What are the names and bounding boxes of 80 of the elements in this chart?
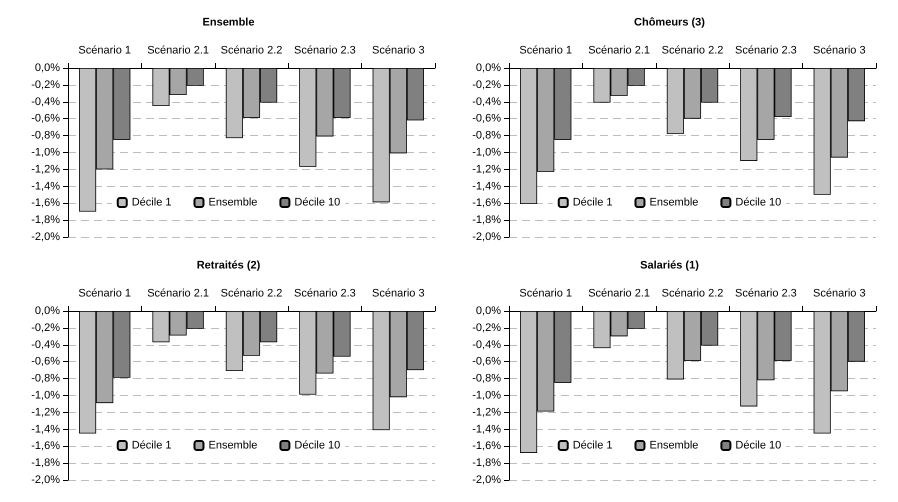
y-tick-label: -0,2% xyxy=(472,78,502,91)
y-tick-label: -2,0% xyxy=(472,231,502,243)
legend-label: Décile 10 xyxy=(735,440,782,452)
y-tick-label: -1,2% xyxy=(472,406,502,418)
legend-label: Décile 10 xyxy=(294,440,340,452)
x-tick-label: Scénario 2.2 xyxy=(220,44,282,56)
y-tick-label: -1,2% xyxy=(472,163,502,176)
y-tick-label: -0,8% xyxy=(31,372,60,385)
y-tick-label: 0,0% xyxy=(34,62,60,74)
legend-label: Ensemble xyxy=(649,440,698,452)
y-tick-label: -0,8% xyxy=(31,130,60,142)
legend-label: Décile 1 xyxy=(132,440,172,452)
legend-label: Ensemble xyxy=(208,196,258,208)
legend-label: Décile 10 xyxy=(735,196,782,208)
x-tick-label: Scénario 2.1 xyxy=(588,288,650,300)
y-tick-label: -0,4% xyxy=(31,338,60,351)
x-tick-label: Scénario 2.3 xyxy=(735,44,797,56)
chart-title: Ensemble xyxy=(202,16,254,28)
x-tick-label: Scénario 2.2 xyxy=(662,44,724,56)
y-tick-label: -1,2% xyxy=(31,406,60,418)
legend-label: Décile 1 xyxy=(572,196,612,208)
x-tick-label: Scénario 3 xyxy=(813,288,866,300)
legend-label: Ensemble xyxy=(208,440,258,452)
y-tick-label: -0,6% xyxy=(472,112,502,125)
y-tick-label: -1,0% xyxy=(31,146,60,158)
x-tick-label: Scénario 2.1 xyxy=(147,288,209,300)
y-tick-label: -2,0% xyxy=(31,474,60,486)
y-tick-label: -1,0% xyxy=(472,146,502,158)
x-tick-label: Scénario 1 xyxy=(519,288,572,300)
y-tick-label: -0,4% xyxy=(472,96,502,108)
y-tick-label: 0,0% xyxy=(476,305,502,317)
y-tick-label: -1,4% xyxy=(472,180,502,192)
y-tick-label: -1,8% xyxy=(31,457,60,470)
y-tick-label: -1,4% xyxy=(31,180,60,192)
x-tick-label: Scénario 1 xyxy=(78,288,131,300)
y-tick-label: -0,4% xyxy=(31,96,60,108)
legend-label: Décile 1 xyxy=(572,440,612,452)
y-tick-label: -0,6% xyxy=(31,112,60,125)
x-tick-label: Scénario 2.3 xyxy=(294,288,356,300)
x-tick-label: Scénario 3 xyxy=(372,288,425,300)
chart-title: Chômeurs (3) xyxy=(634,16,706,28)
y-tick-label: 0,0% xyxy=(476,62,502,74)
y-tick-label: -1,6% xyxy=(472,197,502,210)
x-tick-label: Scénario 2.3 xyxy=(735,288,797,300)
legend-label: Décile 10 xyxy=(294,196,340,208)
y-tick-label: -0,2% xyxy=(472,322,502,334)
y-tick-label: 0,0% xyxy=(34,305,60,317)
y-tick-label: -2,0% xyxy=(31,231,60,243)
y-tick-label: -0,2% xyxy=(31,322,60,334)
x-tick-label: Scénario 1 xyxy=(78,44,131,56)
y-tick-label: -1,6% xyxy=(31,440,60,452)
y-tick-label: -1,8% xyxy=(472,214,502,226)
x-tick-label: Scénario 2.2 xyxy=(662,288,724,300)
chart-title: Retraités (2) xyxy=(196,260,261,272)
y-tick-label: -1,8% xyxy=(31,214,60,226)
y-tick-label: -1,2% xyxy=(31,163,60,176)
y-tick-label: -0,6% xyxy=(31,356,60,368)
x-tick-label: Scénario 3 xyxy=(372,44,425,56)
x-tick-label: Scénario 3 xyxy=(813,44,866,56)
y-tick-label: -0,2% xyxy=(31,78,60,91)
y-tick-label: -1,6% xyxy=(472,440,502,452)
y-tick-label: -2,0% xyxy=(472,474,502,486)
y-tick-label: -1,4% xyxy=(31,423,60,436)
x-tick-label: Scénario 2.1 xyxy=(147,44,209,56)
y-tick-label: -1,4% xyxy=(472,423,502,436)
legend-label: Ensemble xyxy=(649,196,698,208)
x-tick-label: Scénario 1 xyxy=(519,44,572,56)
y-tick-label: -0,6% xyxy=(472,356,502,368)
x-tick-label: Scénario 2.1 xyxy=(588,44,650,56)
y-tick-label: -0,8% xyxy=(472,372,502,385)
y-tick-label: -0,4% xyxy=(472,338,502,351)
y-tick-label: -1,0% xyxy=(472,390,502,402)
x-tick-label: Scénario 2.3 xyxy=(294,44,356,56)
y-tick-label: -1,6% xyxy=(31,197,60,210)
chart-title: Salariés (1) xyxy=(640,260,700,272)
y-tick-label: -0,8% xyxy=(472,130,502,142)
y-tick-label: -1,0% xyxy=(31,390,60,402)
legend-label: Décile 1 xyxy=(132,196,172,208)
y-tick-label: -1,8% xyxy=(472,457,502,470)
x-tick-label: Scénario 2.2 xyxy=(220,288,282,300)
